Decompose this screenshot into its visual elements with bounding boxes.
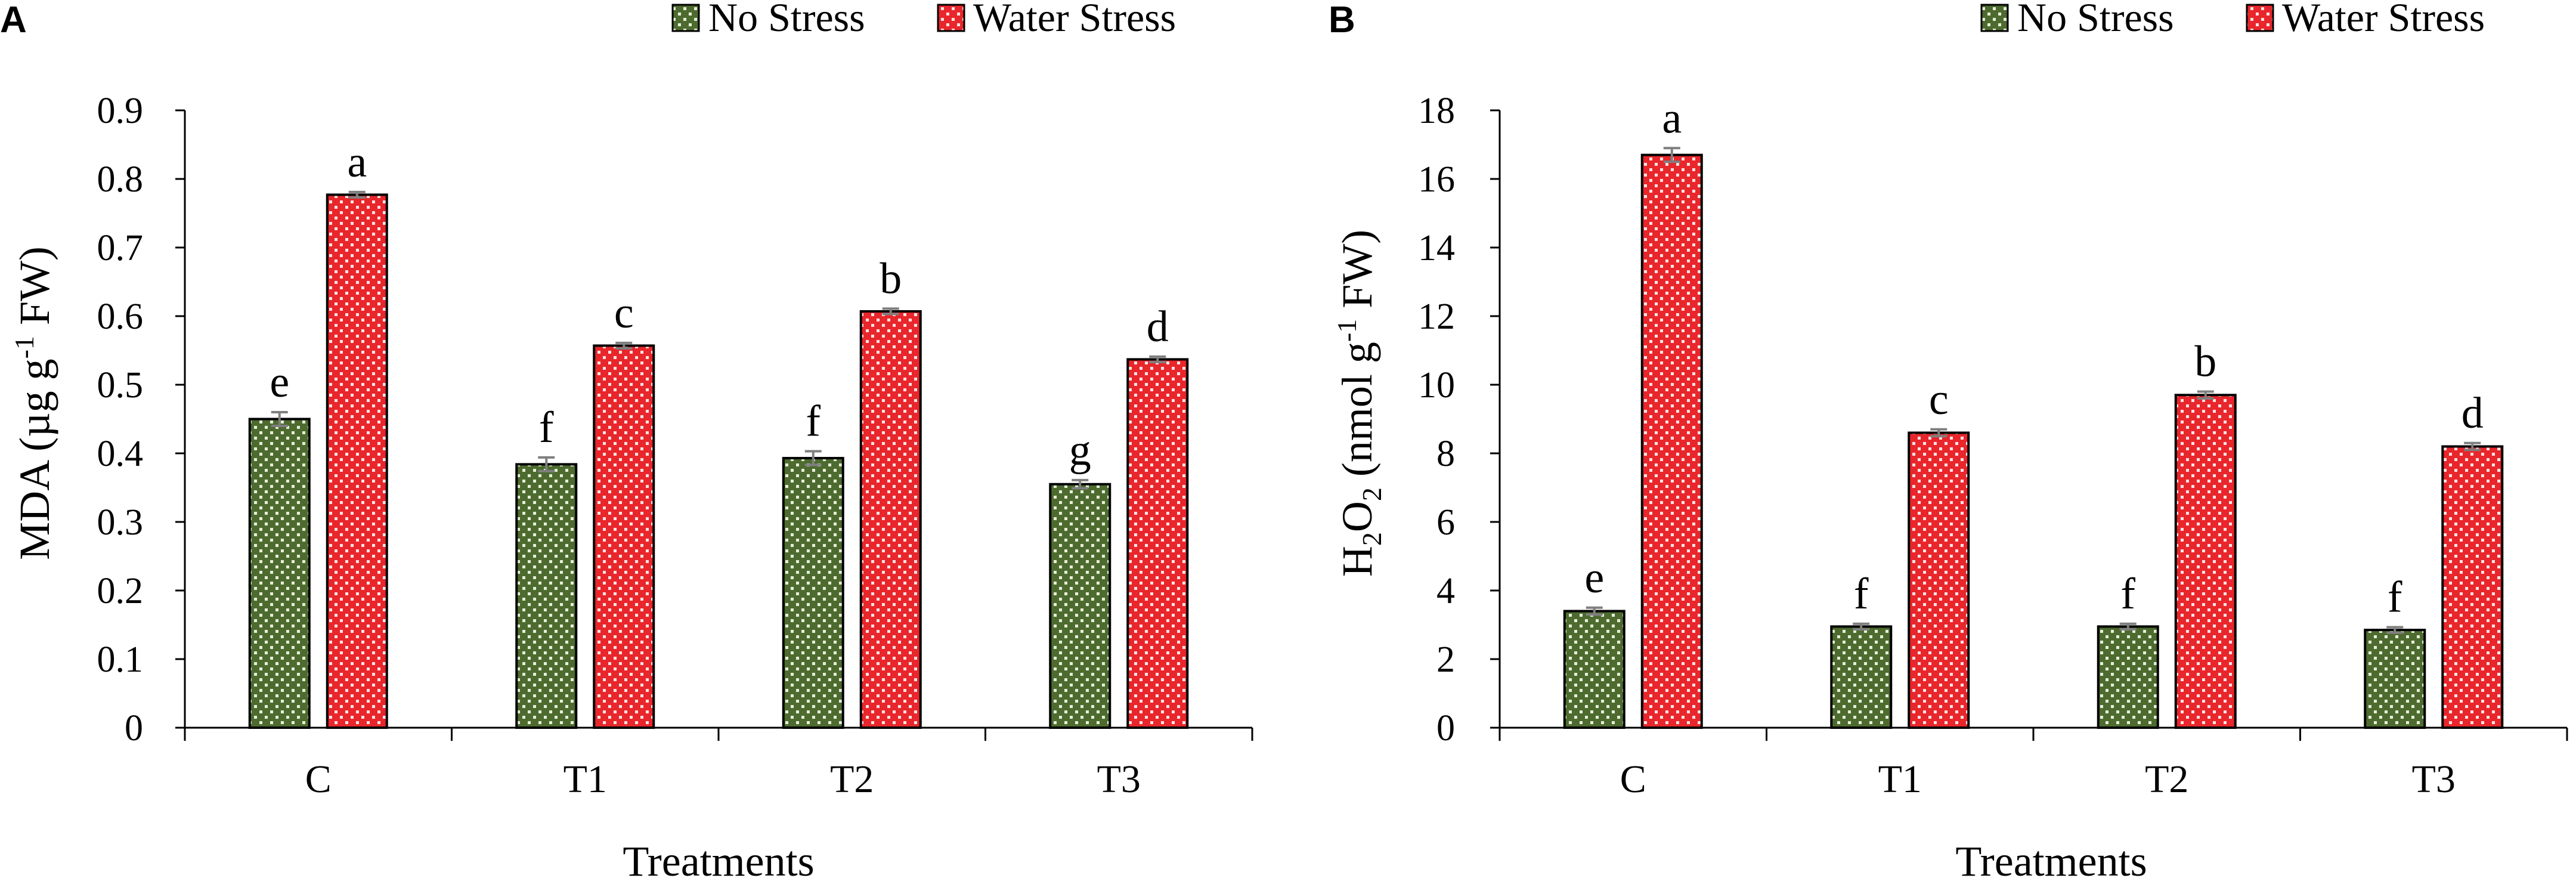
panel-a-y-tick-label: 0.7 [97, 228, 144, 268]
panel-a-y-tick-label: 0.9 [97, 91, 144, 131]
panel-a-y-tick-label: 0.6 [97, 296, 144, 337]
panel-a-significance-label: g [1069, 426, 1091, 475]
panel-a-significance-label: f [539, 403, 554, 452]
panel-a-x-category-label: T2 [830, 758, 874, 801]
panel-b-x-categories: C T1 T2 T3 [1498, 728, 2568, 801]
panel-a-x-category-label: T3 [1097, 758, 1141, 801]
panel-a-legend-label-no-stress: No Stress [708, 0, 865, 40]
panel-b-bar-water-stress [2174, 394, 2237, 729]
panel-a-significance-label: a [347, 138, 367, 187]
panel-a-legend-swatch-no-stress [671, 4, 700, 32]
panel-b-x-category-label: T3 [2412, 758, 2456, 801]
panel-b-y-tick-label: 6 [1436, 502, 1455, 543]
panel-b: B No Stress Water Stress 0 2 4 6 8 10 12 14 16 18… [1329, 0, 2568, 881]
panel-b-y-ticks: 0 2 4 6 8 10 12 14 16 18 [1418, 91, 1500, 749]
panel-a-bar-no-stress [782, 457, 844, 729]
panel-b-legend-label-no-stress: No Stress [2017, 0, 2174, 40]
panel-a-significance-label: b [880, 254, 902, 303]
panel-b-y-tick-label: 2 [1436, 639, 1455, 680]
panel-b-significance-label: b [2194, 338, 2216, 387]
panel-b-y-tick-label: 10 [1418, 365, 1455, 406]
panel-b-bar-water-stress [2441, 445, 2504, 729]
panel-a-x-axis-title: Treatments [623, 837, 814, 878]
panel-a-x-category-label: C [305, 758, 332, 801]
panel-a-legend: No Stress Water Stress [671, 0, 1176, 40]
panel-b-bar-water-stress [1640, 153, 1703, 729]
panel-b-significance-label: d [2462, 389, 2484, 438]
panel-a-legend-swatch-water-stress [937, 4, 965, 32]
panel-b-bar-no-stress [2364, 629, 2426, 729]
panel-a-y-ticks: 0 0.1 0.2 0.3 0.4 0.5 0.6 0.7 0.8 0.9 [97, 91, 185, 749]
panel-a-y-tick-label: 0.8 [97, 159, 144, 200]
panel-a-significance-label: c [614, 289, 634, 338]
panel-a-bar-water-stress [1126, 358, 1189, 729]
panel-a-significance-label: d [1147, 302, 1169, 351]
panel-b-y-tick-label: 8 [1436, 434, 1455, 474]
panel-a-y-axis-title: MDA (µg g-1 FW) [9, 246, 58, 560]
panel-a-significance-label: f [806, 397, 821, 446]
panel-b-legend: No Stress Water Stress [1980, 0, 2485, 40]
panel-a-x-category-label: T1 [564, 758, 607, 801]
panel-a-y-tick-label: 0.1 [97, 639, 144, 680]
panel-b-significance-label: a [1662, 94, 1682, 143]
panel-a-y-tick-label: 0.5 [97, 365, 144, 406]
panel-b-bar-no-stress [1563, 610, 1626, 729]
panel-a-y-tick-label: 0.3 [97, 502, 144, 543]
panel-b-y-tick-label: 12 [1418, 296, 1455, 337]
panel-a-bar-water-stress [593, 344, 655, 729]
panel-a-bar-no-stress [515, 463, 578, 729]
panel-b-y-tick-label: 16 [1418, 159, 1455, 200]
panel-a-bar-no-stress [248, 418, 311, 729]
panel-a-x-categories: C T1 T2 T3 [184, 728, 1253, 801]
panel-b-x-category-label: C [1620, 758, 1646, 801]
panel-b-bar-water-stress [1908, 431, 1970, 729]
panel-b-y-tick-label: 0 [1436, 708, 1455, 749]
panel-b-significance-label: f [1854, 570, 1869, 619]
panel-b-y-tick-label: 18 [1418, 91, 1455, 131]
panel-b-significance-label: c [1929, 375, 1949, 424]
panel-b-x-category-label: T2 [2145, 758, 2188, 801]
panel-a-y-tick-label: 0 [125, 708, 143, 749]
panel-a-bar-water-stress [859, 310, 922, 729]
panel-a-significance-label: e [270, 358, 289, 407]
panel-a-bar-water-stress [326, 193, 388, 729]
panel-a-bars: e a f c f b g d [248, 138, 1189, 729]
panel-b-significance-label: f [2120, 570, 2135, 619]
panel-b-legend-label-water-stress: Water Stress [2282, 0, 2485, 40]
panel-b-y-axis-title: H2O2 (nmol g-1 FW) [1332, 230, 1387, 577]
panel-b-x-axis-title: Treatments [1955, 837, 2147, 878]
panel-b-legend-swatch-no-stress [1980, 4, 2009, 32]
panel-a-bar-no-stress [1049, 483, 1111, 729]
panel-a: A No Stress Water Stress 0 0.1 0.2 0.3 0.4 0.… [0, 0, 1253, 881]
panel-b-bar-no-stress [2097, 625, 2159, 729]
panel-b-letter: B [1329, 0, 1355, 41]
panel-b-significance-label: e [1584, 554, 1604, 602]
panel-b-x-category-label: T1 [1878, 758, 1922, 801]
panel-b-legend-swatch-water-stress [2246, 4, 2274, 32]
panel-a-y-tick-label: 0.4 [97, 434, 144, 474]
panel-b-bars: e a f c f b f d [1563, 94, 2504, 729]
panel-a-letter: A [0, 0, 27, 41]
panel-a-legend-label-water-stress: Water Stress [973, 0, 1176, 40]
panel-a-y-tick-label: 0.2 [97, 571, 144, 611]
panel-b-y-tick-label: 14 [1418, 228, 1455, 268]
panel-b-y-tick-label: 4 [1436, 571, 1455, 611]
panel-b-significance-label: f [2388, 573, 2402, 622]
panel-b-bar-no-stress [1830, 625, 1893, 729]
